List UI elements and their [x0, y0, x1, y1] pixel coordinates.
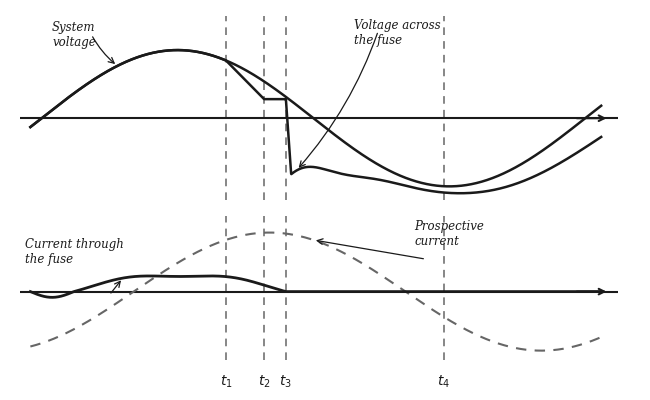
- Text: System
voltage: System voltage: [52, 22, 96, 50]
- Text: $t_2$: $t_2$: [258, 374, 270, 390]
- Text: $t_3$: $t_3$: [280, 374, 292, 390]
- Text: Voltage across
the fuse: Voltage across the fuse: [354, 20, 441, 48]
- Text: $t_4$: $t_4$: [437, 374, 450, 390]
- Text: Current through
the fuse: Current through the fuse: [25, 238, 124, 266]
- Text: Prospective
current: Prospective current: [414, 220, 484, 248]
- Text: $t_1$: $t_1$: [220, 374, 233, 390]
